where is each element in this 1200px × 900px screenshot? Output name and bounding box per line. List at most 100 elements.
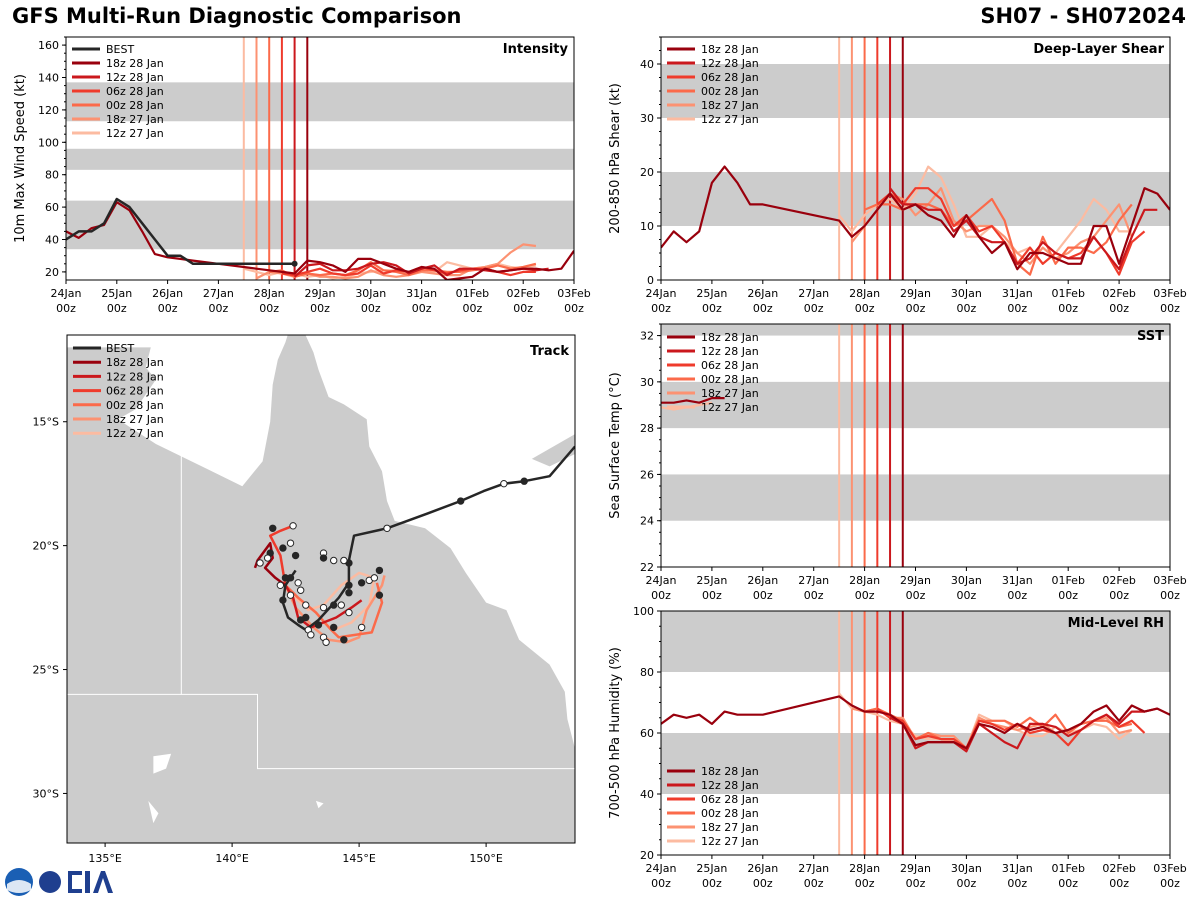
storm-id: SH07 - SH072024 (980, 4, 1186, 28)
x-tick-label-hour: 00z (564, 302, 584, 315)
series-line (838, 165, 1132, 265)
x-tick-label-date: 30Jan (951, 287, 982, 300)
x-tick-label-hour: 00z (906, 302, 926, 315)
x-tick-label-hour: 00z (855, 302, 875, 315)
series-line (66, 197, 295, 266)
x-tick-label-hour: 00z (259, 302, 279, 315)
shaded-band (661, 474, 1170, 521)
plot-area (661, 611, 1170, 855)
page-title: GFS Multi-Run Diagnostic Comparison (12, 4, 462, 28)
plot-area (661, 37, 1170, 280)
track-fix-marker (357, 579, 366, 587)
map-frame (66, 334, 576, 844)
x-tick-label-date: 02Feb (506, 287, 539, 300)
x-tick-label-hour: 00z (702, 589, 722, 602)
x-tick-label-hour: 00z (412, 302, 432, 315)
y-tick-label: 100 (633, 605, 654, 618)
x-tick-label-date: 27Jan (798, 287, 829, 300)
plot-area (661, 324, 1170, 567)
x-tick-label-date: 27Jan (798, 574, 829, 587)
x-tick-label-hour: 00z (1058, 302, 1078, 315)
track-fix-marker (269, 524, 277, 532)
y-tick-label: 60 (640, 727, 654, 740)
x-tick-label-date: 29Jan (305, 287, 336, 300)
y-tick-label: 24 (640, 515, 654, 528)
plot-area (66, 37, 574, 280)
x-tick-label-date: 31Jan (1002, 862, 1033, 875)
x-tick-label-date: 25Jan (101, 287, 132, 300)
track-fix-marker (330, 623, 338, 632)
x-tick-label-hour: 00z (1109, 589, 1129, 602)
legend-label: 18z 28 Jan (701, 43, 759, 56)
track-fix-marker (302, 601, 310, 609)
shaded-band (661, 64, 1170, 118)
x-tick-label-date: 31Jan (1002, 287, 1033, 300)
x-tick-label-date: 03Feb (1153, 287, 1186, 300)
track-fix-marker (330, 556, 338, 565)
x-tick-label-date: 25Jan (696, 287, 727, 300)
x-tick-label-hour: 00z (753, 589, 773, 602)
x-tick-label-hour: 00z (906, 877, 926, 890)
x-tick-label-date: 01Feb (1051, 574, 1084, 587)
x-tick-label-date: 24Jan (646, 574, 677, 587)
x-tick-label-date: 30Jan (355, 287, 386, 300)
shaded-band (66, 200, 574, 250)
x-tick-label-date: 01Feb (1051, 862, 1084, 875)
panel-title: Intensity (503, 42, 569, 57)
legend-label: 18z 28 Jan (701, 765, 759, 778)
track-line (284, 582, 384, 639)
x-tick-label-hour: 00z (56, 302, 76, 315)
x-tick-label-hour: 00z (753, 302, 773, 315)
y-tick-label: 0 (647, 274, 654, 287)
x-tick-label-date: 27Jan (798, 862, 829, 875)
x-tick-label-date: 29Jan (900, 862, 931, 875)
australia-landmass (67, 335, 575, 843)
x-tick-label-date: 31Jan (406, 287, 437, 300)
track-fix-marker (294, 579, 302, 587)
legend-label: BEST (106, 43, 134, 56)
legend-label: 18z 28 Jan (106, 57, 164, 70)
x-tick-label-date: 26Jan (747, 574, 778, 587)
legend-label: 18z 27 Jan (701, 821, 759, 834)
track-fix-marker (357, 623, 366, 632)
shaded-band (661, 611, 1170, 672)
x-tick-label-hour: 00z (1058, 877, 1078, 890)
series-line (269, 261, 537, 278)
x-tick-label-date: 02Feb (1102, 862, 1135, 875)
y-tick-label: 40 (640, 58, 654, 71)
track-fix-marker (256, 559, 264, 567)
track-fix-marker (286, 574, 295, 582)
legend-label: 18z 28 Jan (106, 356, 164, 369)
shaded-band (661, 324, 1170, 336)
y-tick-label: 140 (38, 72, 59, 85)
track-fix-marker (383, 524, 391, 532)
x-tick-label-hour: 00z (1109, 877, 1129, 890)
y-tick-label: 28 (640, 422, 654, 435)
legend-label: 00z 28 Jan (701, 373, 759, 386)
y-axis-label: 10m Max Wind Speed (kt) (13, 74, 28, 243)
x-tick-label-date: 30Jan (951, 574, 982, 587)
y-tick-label: 100 (38, 136, 59, 149)
x-tick-label-hour: 00z (1007, 589, 1027, 602)
y-tick-label: 80 (45, 169, 59, 182)
x-tick-label-date: 28Jan (849, 862, 880, 875)
panel-title: Mid-Level RH (1068, 616, 1164, 631)
track-fix-marker (291, 551, 300, 560)
best-track-point (291, 260, 298, 267)
x-tick-label-date: 03Feb (557, 287, 590, 300)
lon-tick-label: 150°E (469, 852, 502, 865)
y-tick-label: 26 (640, 468, 654, 481)
x-tick-label-hour: 00z (651, 589, 671, 602)
x-tick-label-hour: 00z (1007, 302, 1027, 315)
x-tick-label-hour: 00z (1109, 302, 1129, 315)
legend-label: 12z 27 Jan (701, 401, 759, 414)
y-tick-label: 32 (640, 330, 654, 343)
y-tick-label: 20 (640, 849, 654, 862)
x-tick-label-date: 24Jan (51, 287, 82, 300)
x-tick-label-hour: 00z (957, 302, 977, 315)
x-tick-label-date: 28Jan (849, 287, 880, 300)
x-tick-label-date: 03Feb (1153, 862, 1186, 875)
x-tick-label-date: 29Jan (900, 574, 931, 587)
x-tick-label-hour: 00z (906, 589, 926, 602)
